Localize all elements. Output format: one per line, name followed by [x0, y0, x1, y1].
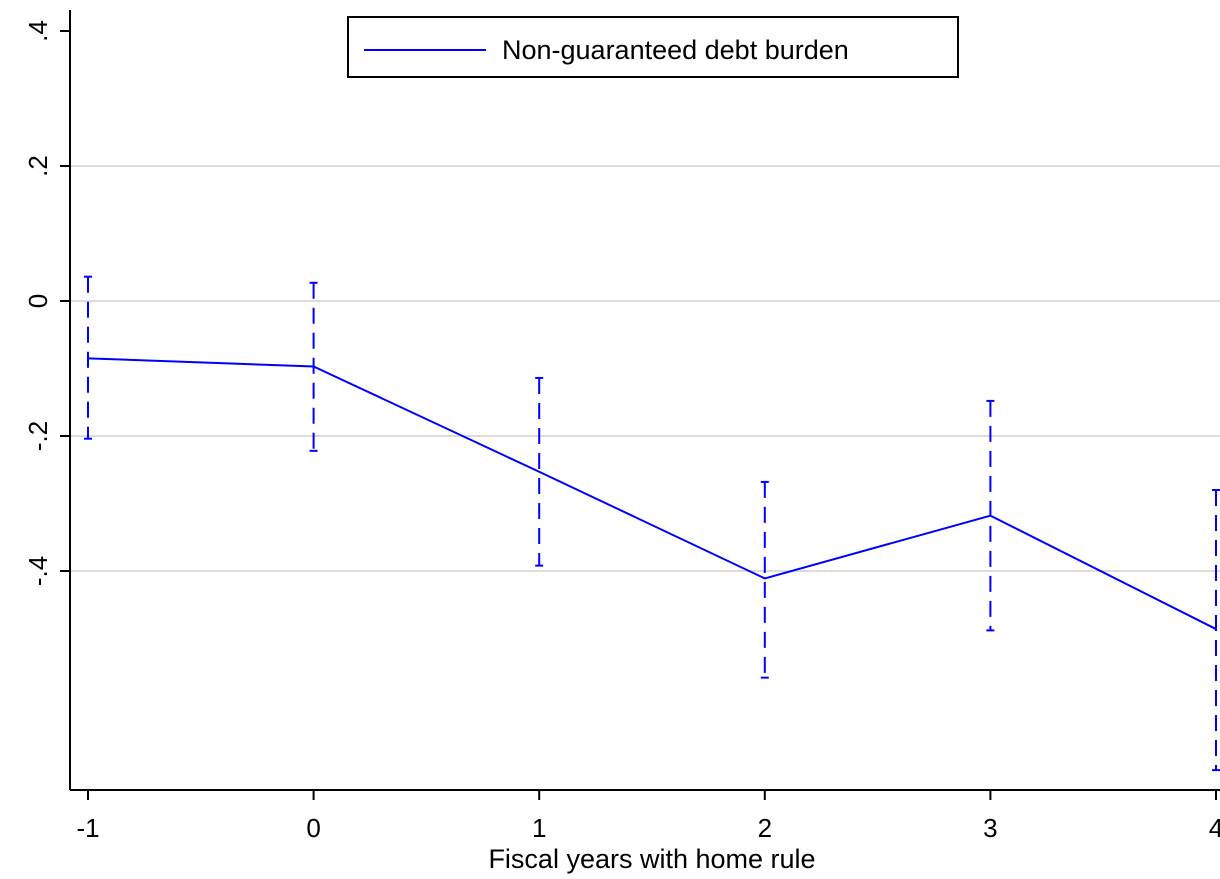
x-tick-label-1: 0 — [306, 813, 320, 843]
x-tick-label-3: 2 — [758, 813, 772, 843]
y-tick-label-3: -.2 — [23, 421, 53, 451]
x-axis-title: Fiscal years with home rule — [488, 844, 815, 874]
y-tick-label-0: .4 — [23, 20, 53, 42]
legend-label: Non-guaranteed debt burden — [502, 35, 849, 65]
x-tick-label-0: -1 — [76, 813, 99, 843]
y-axis-ticks: .4 .2 0 -.2 -.4 — [23, 20, 70, 586]
series-lines — [87, 357, 1217, 630]
series-line-0 — [87, 357, 1217, 630]
x-axis-ticks: -1 0 1 2 3 4 — [76, 790, 1220, 843]
x-tick-label-2: 1 — [532, 813, 546, 843]
x-tick-label-4: 3 — [983, 813, 997, 843]
y-tick-label-1: .2 — [23, 155, 53, 177]
x-tick-label-5: 4 — [1209, 813, 1220, 843]
axes — [69, 10, 1220, 791]
legend: Non-guaranteed debt burden — [347, 16, 959, 78]
confidence-intervals — [84, 275, 1220, 772]
legend-box — [347, 16, 959, 78]
grid-lines — [71, 165, 1220, 572]
y-tick-label-4: -.4 — [23, 556, 53, 586]
y-tick-label-2: 0 — [23, 294, 53, 308]
